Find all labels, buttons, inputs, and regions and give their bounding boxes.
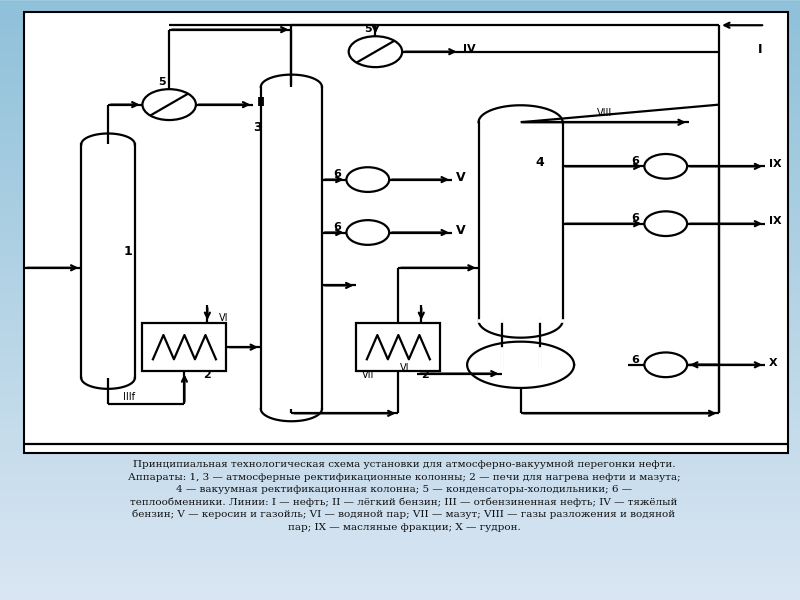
Text: VII: VII (362, 370, 374, 380)
Text: 4: 4 (536, 157, 545, 169)
Text: 6: 6 (334, 222, 342, 232)
Text: 2: 2 (203, 370, 211, 380)
Polygon shape (467, 341, 574, 388)
Text: VIII: VIII (597, 107, 612, 118)
Bar (142, 323, 226, 371)
Text: 5: 5 (364, 24, 372, 34)
Polygon shape (502, 320, 540, 365)
Polygon shape (478, 105, 562, 122)
Text: VI: VI (219, 313, 228, 323)
Polygon shape (261, 74, 322, 87)
Text: 1: 1 (123, 245, 132, 257)
Text: VI: VI (400, 364, 410, 373)
Circle shape (644, 154, 687, 179)
Circle shape (346, 220, 389, 245)
Polygon shape (478, 320, 562, 338)
Circle shape (142, 89, 196, 120)
Text: IV: IV (463, 44, 476, 55)
Text: 3: 3 (253, 121, 262, 134)
Text: 6: 6 (631, 156, 639, 166)
Polygon shape (82, 133, 134, 144)
Polygon shape (261, 409, 322, 421)
Polygon shape (478, 122, 562, 320)
Polygon shape (261, 87, 322, 409)
Text: 5: 5 (158, 77, 166, 87)
Text: 2: 2 (422, 370, 429, 380)
Bar (356, 323, 440, 371)
Text: I: I (758, 43, 762, 56)
Circle shape (644, 352, 687, 377)
Bar (24, 12, 788, 453)
Polygon shape (82, 144, 134, 378)
Polygon shape (82, 378, 134, 389)
Text: 6: 6 (334, 169, 342, 179)
Text: II: II (257, 96, 266, 109)
Circle shape (349, 36, 402, 67)
Text: IIIf: IIIf (123, 392, 135, 402)
Text: IX: IX (769, 217, 782, 226)
Text: 6: 6 (631, 214, 639, 223)
Circle shape (644, 211, 687, 236)
Text: V: V (456, 224, 466, 237)
Text: Принципиальная технологическая схема установки для атмосферно-вакуумной перегонк: Принципиальная технологическая схема уст… (128, 460, 680, 532)
Text: 6: 6 (631, 355, 639, 365)
Text: X: X (769, 358, 778, 368)
Circle shape (346, 167, 389, 192)
Text: IX: IX (769, 159, 782, 169)
Text: V: V (456, 171, 466, 184)
